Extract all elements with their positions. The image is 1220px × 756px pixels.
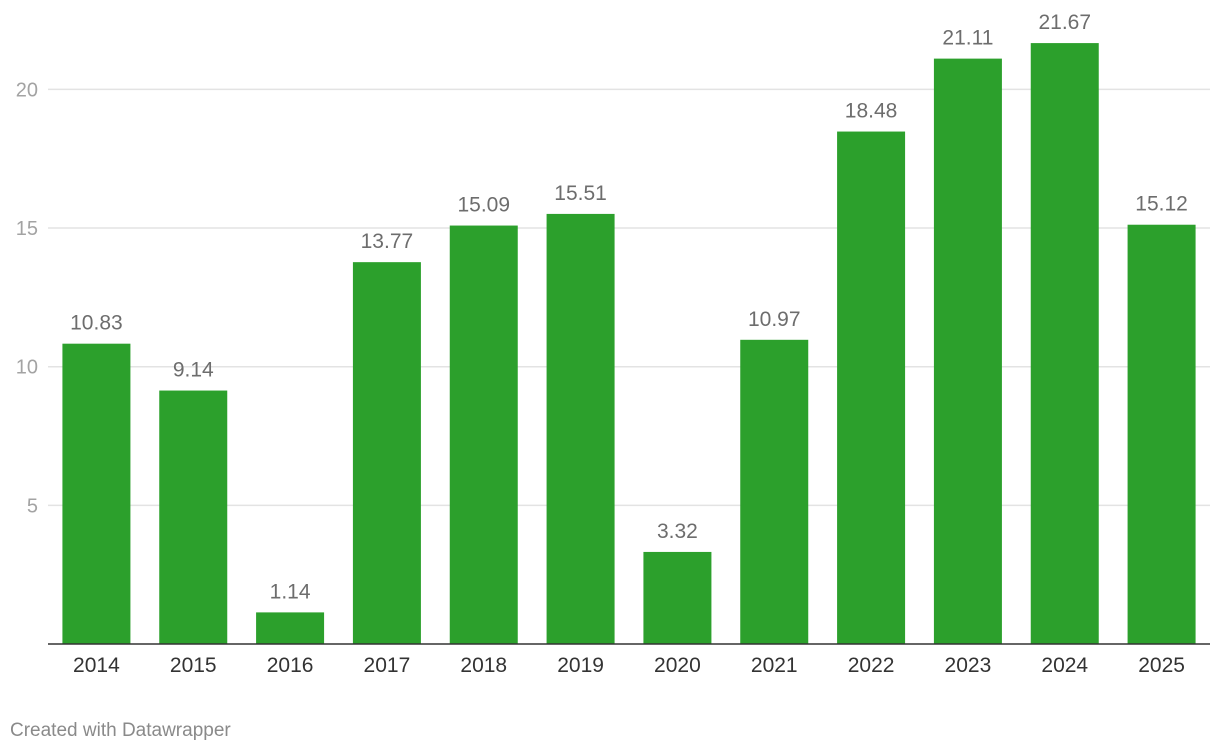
bar bbox=[62, 343, 131, 644]
y-axis: 5 10 15 20 bbox=[16, 79, 38, 517]
data-label: 9.14 bbox=[173, 359, 214, 382]
data-label: 13.77 bbox=[361, 230, 414, 253]
bar bbox=[1030, 43, 1099, 645]
data-label: 15.12 bbox=[1135, 193, 1188, 216]
x-tick-label: 2020 bbox=[654, 654, 701, 677]
x-tick-label: 2022 bbox=[848, 654, 895, 677]
bar bbox=[159, 390, 228, 644]
x-tick-label: 2021 bbox=[751, 654, 798, 677]
x-tick-label: 2025 bbox=[1138, 654, 1185, 677]
data-label: 15.51 bbox=[554, 182, 607, 205]
data-label: 18.48 bbox=[845, 100, 898, 123]
x-axis: 2014 2015 2016 2017 2018 2019 2020 2021 2022 2023… bbox=[73, 654, 1185, 677]
data-labels: 10.83 9.14 1.14 13.77 15.09 15.51 3.32 10.97 18.… bbox=[70, 11, 1188, 603]
y-tick-label: 5 bbox=[27, 495, 38, 517]
y-tick-label: 10 bbox=[16, 357, 38, 379]
bar bbox=[352, 262, 421, 644]
data-label: 10.97 bbox=[748, 308, 801, 331]
x-tick-label: 2019 bbox=[557, 654, 604, 677]
data-label: 1.14 bbox=[270, 580, 311, 603]
bars bbox=[62, 43, 1196, 645]
data-label: 3.32 bbox=[657, 520, 698, 543]
data-label: 15.09 bbox=[457, 194, 510, 217]
data-label: 21.67 bbox=[1038, 11, 1091, 34]
x-tick-label: 2015 bbox=[170, 654, 217, 677]
credit-text: Created with Datawrapper bbox=[10, 720, 231, 741]
bar bbox=[740, 339, 809, 644]
x-tick-label: 2014 bbox=[73, 654, 120, 677]
x-tick-label: 2017 bbox=[364, 654, 411, 677]
bar bbox=[449, 225, 518, 644]
bar bbox=[1127, 224, 1196, 644]
data-label: 10.83 bbox=[70, 312, 123, 335]
y-tick-label: 20 bbox=[16, 79, 38, 101]
bar bbox=[643, 551, 712, 644]
bar bbox=[933, 58, 1002, 645]
x-tick-label: 2023 bbox=[945, 654, 992, 677]
x-tick-label: 2016 bbox=[267, 654, 314, 677]
gridlines bbox=[48, 88, 1210, 507]
x-tick-label: 2024 bbox=[1041, 654, 1088, 677]
bar bbox=[546, 213, 615, 644]
bar bbox=[256, 612, 325, 644]
bar bbox=[837, 131, 906, 644]
data-label: 21.11 bbox=[942, 27, 993, 50]
y-tick-label: 15 bbox=[16, 218, 38, 240]
x-tick-label: 2018 bbox=[460, 654, 507, 677]
bar-chart: 5 10 15 20 10.83 9.14 1.14 13.77 15.09 15.51 3.32… bbox=[16, 11, 1210, 677]
